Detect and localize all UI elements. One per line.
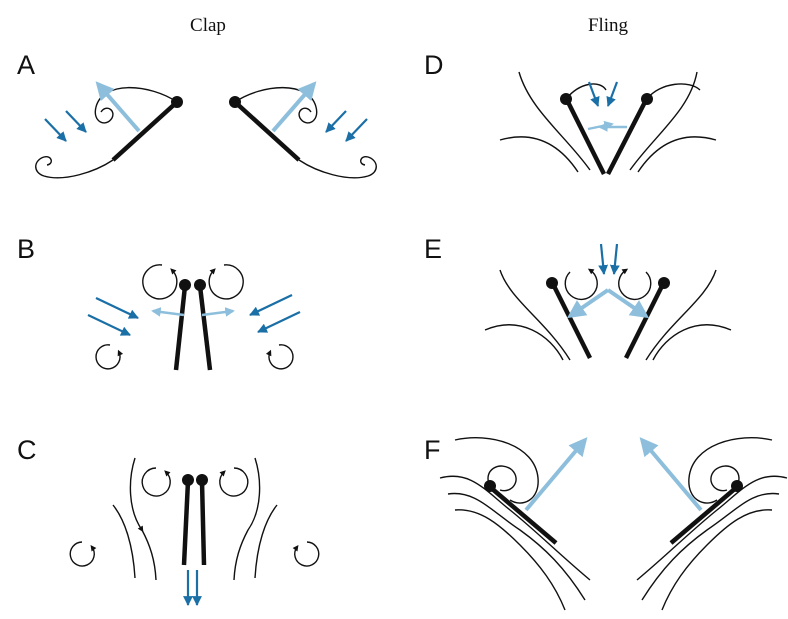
wing-right — [233, 100, 301, 162]
streamline — [484, 324, 564, 361]
panel-f — [439, 437, 788, 611]
leading-edge-left — [179, 279, 191, 291]
panel-letter-a: A — [17, 50, 35, 80]
vortex — [618, 268, 652, 301]
vortex — [208, 264, 244, 300]
wake-vortex-right — [234, 87, 377, 179]
wing-left — [564, 98, 607, 176]
vortex — [265, 344, 294, 370]
streamline — [641, 492, 780, 601]
streamline — [254, 504, 278, 579]
panel-d — [499, 71, 717, 176]
vortex — [142, 264, 178, 300]
flow-arrow — [609, 243, 620, 275]
flow-arrow — [95, 297, 139, 319]
panel-letter-e: E — [424, 234, 442, 264]
streamline — [629, 71, 698, 171]
vortex — [219, 467, 249, 497]
leading-edge-right — [196, 474, 208, 486]
column-title-clap: Clap — [190, 15, 226, 36]
wing-right — [197, 285, 213, 371]
vortex — [710, 465, 740, 492]
wing-left — [488, 485, 558, 545]
streamline — [565, 83, 607, 100]
streamline — [454, 509, 566, 611]
streamline — [661, 509, 773, 611]
wing-left — [181, 480, 191, 566]
wing-left — [550, 282, 593, 360]
panel-letter-f: F — [424, 435, 441, 465]
wake-vortex-left — [35, 87, 178, 179]
panel-letter-c: C — [17, 435, 37, 465]
wing-right — [199, 480, 207, 566]
panel-a — [35, 81, 377, 179]
streamline — [636, 475, 788, 581]
panel-letter-b: B — [17, 234, 35, 264]
vortex — [141, 467, 171, 497]
wing-right — [605, 98, 649, 176]
streamline — [447, 492, 586, 601]
flow-arrow — [257, 311, 301, 333]
wing-right — [623, 282, 666, 360]
vortex — [292, 541, 320, 567]
flow-arrow — [44, 118, 67, 142]
streamline — [439, 475, 591, 581]
streamline — [688, 437, 773, 504]
column-title-fling: Fling — [588, 15, 629, 36]
leading-edge-right — [658, 277, 670, 289]
streamline — [129, 457, 157, 581]
force-arrow-right — [271, 81, 317, 133]
streamline — [645, 269, 717, 361]
vortex — [95, 344, 124, 370]
flow-arrow — [587, 81, 600, 107]
force-arrow-right — [639, 437, 703, 512]
streamline — [499, 136, 579, 173]
panel-letter-d: D — [424, 50, 444, 80]
force-arrow-right — [201, 307, 235, 317]
wing-right — [669, 485, 739, 545]
flow-arrow — [249, 294, 293, 316]
force-arrow-left — [151, 307, 185, 317]
force-arrow-left — [566, 288, 610, 319]
flow-arrow — [598, 243, 609, 275]
streamline — [637, 136, 717, 173]
vortex — [69, 541, 97, 567]
force-arrow-left — [95, 81, 141, 133]
wing-left — [111, 100, 179, 162]
streamline — [499, 269, 571, 361]
leading-edge-left — [546, 277, 558, 289]
flow-arrow — [345, 118, 368, 142]
flow-arrow — [606, 81, 619, 107]
leading-edge-right — [194, 279, 206, 291]
force-arrow — [587, 120, 614, 131]
streamline — [518, 71, 591, 171]
streamline — [112, 504, 136, 579]
streamline — [646, 83, 701, 100]
flow-arrow — [65, 110, 87, 133]
streamline — [233, 457, 261, 581]
streamline — [454, 437, 539, 504]
leading-edge-left — [182, 474, 194, 486]
flow-arrow — [87, 314, 131, 336]
wing-left — [173, 285, 188, 371]
streamline — [652, 324, 732, 361]
force-arrow-right — [606, 288, 650, 319]
panel-e — [484, 243, 732, 361]
vortex — [487, 465, 517, 492]
flow-arrow — [325, 110, 347, 133]
panel-b — [87, 264, 301, 371]
vortex — [564, 268, 598, 301]
force-arrow-left — [524, 437, 588, 512]
panel-c — [69, 457, 320, 606]
